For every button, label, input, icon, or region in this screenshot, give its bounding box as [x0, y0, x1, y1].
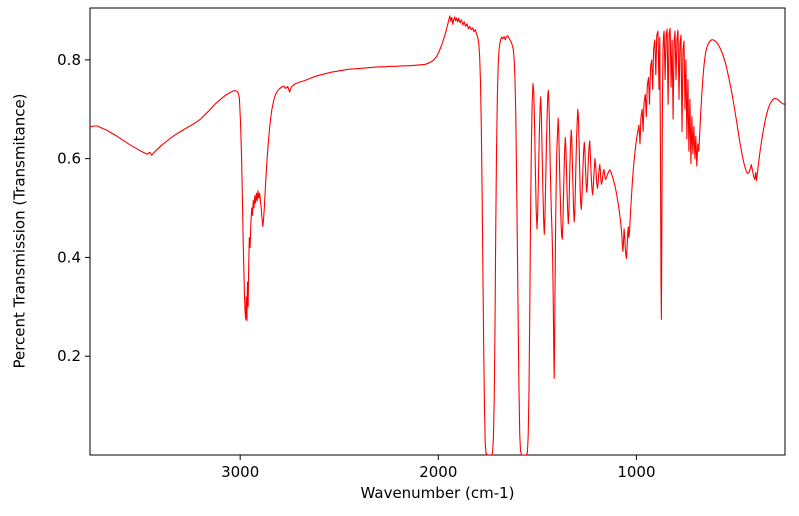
spectrum-line [90, 15, 785, 455]
x-axis-label: Wavenumber (cm-1) [360, 484, 515, 502]
y-tick-label: 0.2 [57, 347, 81, 365]
y-tick-label: 0.4 [57, 248, 81, 266]
x-tick-label: 2000 [419, 463, 457, 481]
x-tick-label: 1000 [617, 463, 655, 481]
plot-border [89, 7, 786, 456]
x-tick-label: 3000 [221, 463, 259, 481]
y-tick-label: 0.8 [57, 51, 81, 69]
y-axis-label: Percent Transmission (Transmitance) [10, 93, 29, 369]
y-tick-label: 0.6 [57, 150, 81, 168]
